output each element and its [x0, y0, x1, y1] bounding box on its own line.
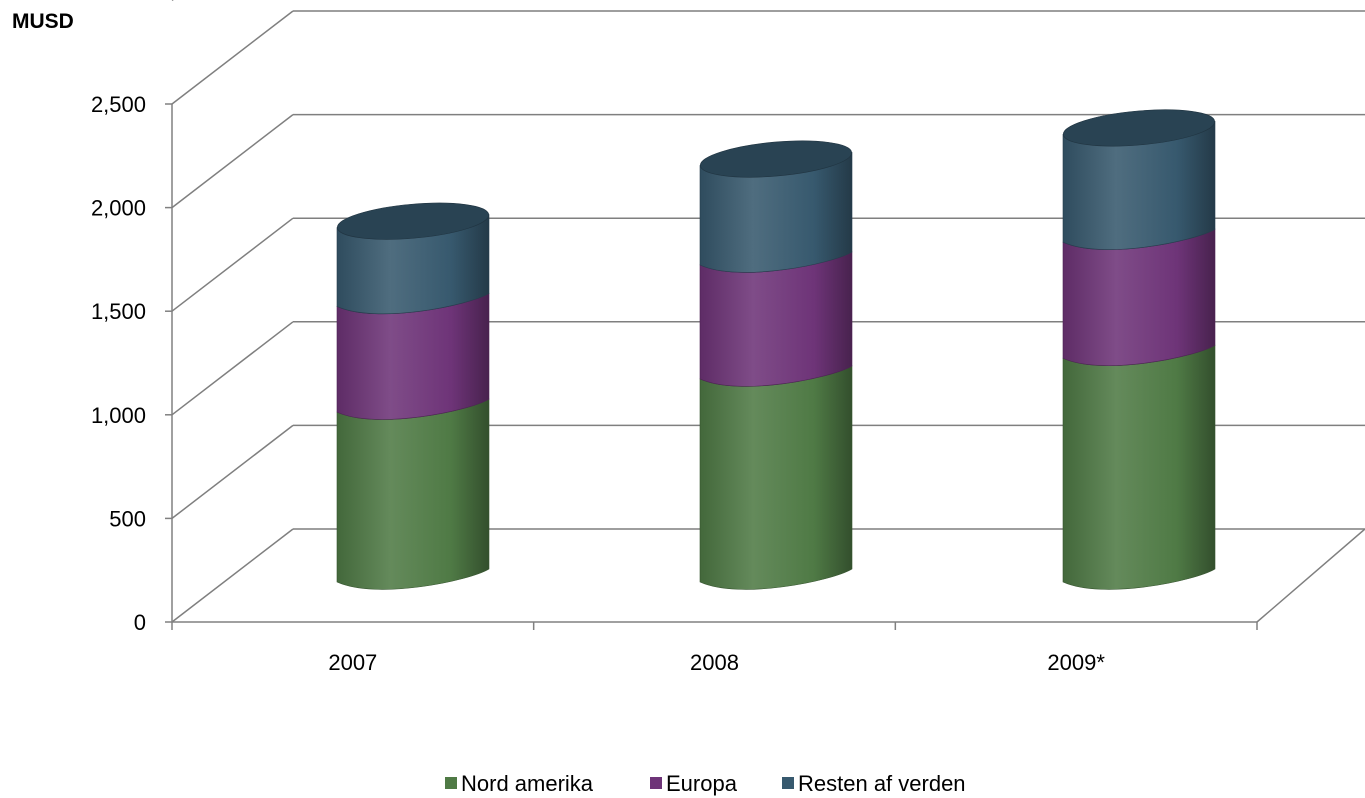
bar-layer: [336, 109, 1216, 590]
x-tick-label-1: 2008: [690, 650, 739, 675]
legend-item-2: Resten af verden: [782, 771, 966, 796]
gridline-side-2: [171, 321, 294, 416]
floor-right-edge: [1256, 528, 1365, 623]
legend-label-1: Europa: [666, 771, 738, 796]
y-tick-label-5: 2,500: [91, 92, 146, 117]
gridline-side-5: [171, 10, 294, 105]
label-layer: MUSD 0 500 1,000 1,500 2,000 2,500 2007 2008 200…: [12, 10, 1105, 675]
bar-segment-1-0: [699, 365, 853, 590]
legend-swatch-0: [445, 777, 457, 789]
bar-cap-1: [699, 140, 853, 178]
bar-cap-2: [1062, 109, 1216, 147]
bar-segment-2-0: [1062, 344, 1216, 590]
legend-swatch-1: [650, 777, 662, 789]
bar-cap-0: [336, 202, 490, 240]
legend-item-1: Europa: [650, 771, 738, 796]
gridline-side-3: [171, 217, 294, 312]
gridline-side-4: [171, 114, 294, 209]
gridline-side-0: [171, 528, 294, 623]
x-tick-label-2: 2009*: [1047, 650, 1105, 675]
unit-label: MUSD: [12, 10, 74, 33]
bar-segment-2-1: [1062, 228, 1216, 366]
y-tick-label-3: 1,500: [91, 299, 146, 324]
bar-segment-0-0: [336, 398, 490, 590]
y-tick-label-0: 0: [134, 610, 146, 635]
legend: Nord amerika Europa Resten af verden: [445, 771, 966, 796]
y-tick-label-1: 500: [109, 506, 146, 531]
legend-label-2: Resten af verden: [798, 771, 966, 796]
legend-item-0: Nord amerika: [445, 771, 594, 796]
y-tick-label-4: 2,000: [91, 196, 146, 221]
x-tick-label-0: 2007: [328, 650, 377, 675]
legend-label-0: Nord amerika: [461, 771, 594, 796]
y-tick-label-2: 1,000: [91, 403, 146, 428]
axis-layer: [165, 103, 1258, 630]
legend-swatch-2: [782, 777, 794, 789]
gridline-side-1: [171, 424, 294, 519]
bar-segment-1-1: [699, 251, 853, 387]
